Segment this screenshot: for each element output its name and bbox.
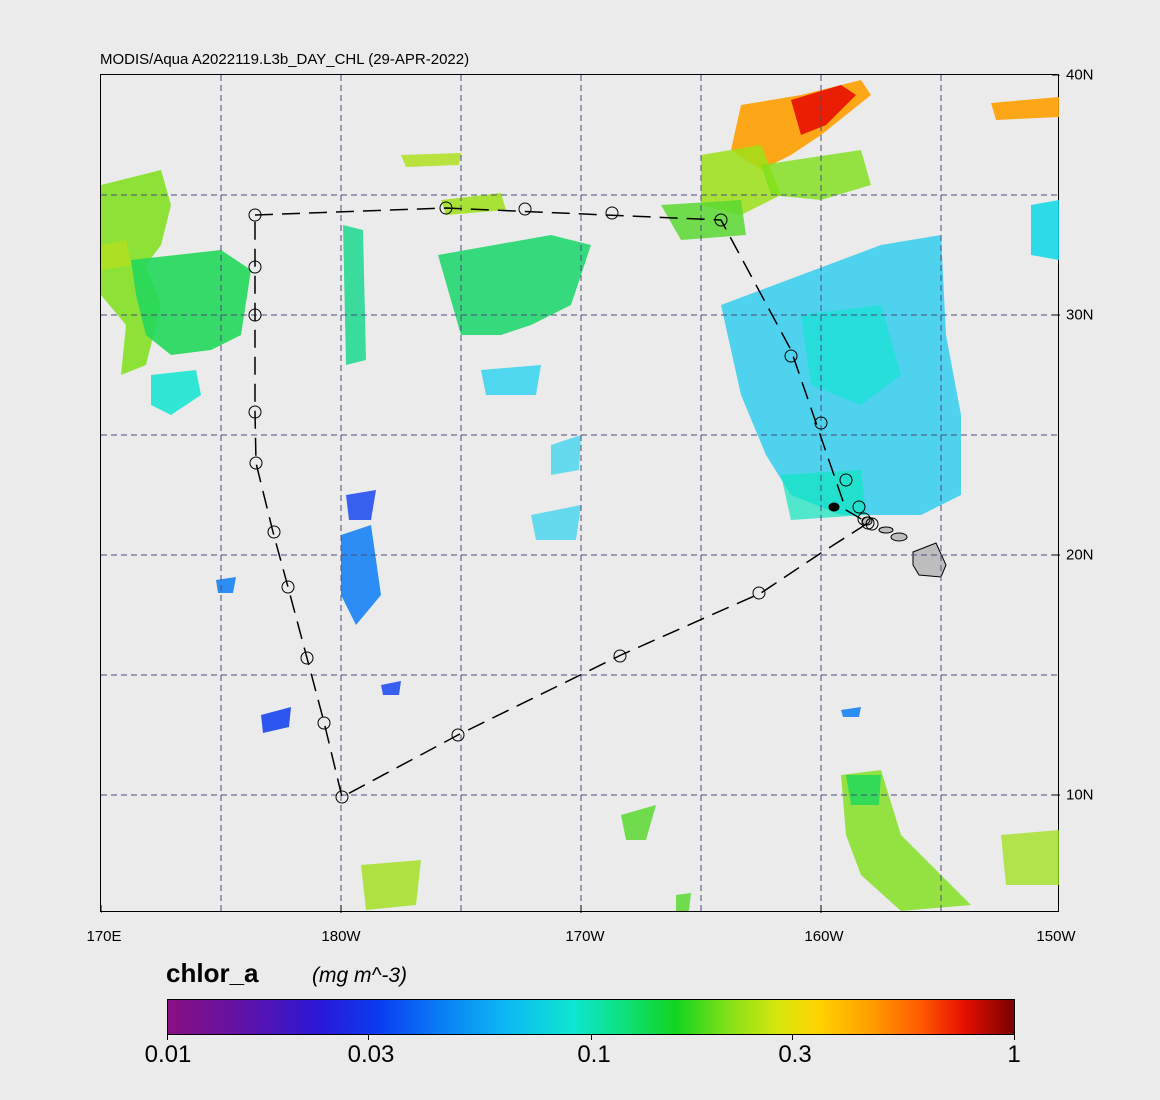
station-marker (752, 586, 766, 600)
data-patch (1031, 200, 1059, 260)
data-patch (1001, 830, 1059, 885)
station-marker (814, 416, 828, 430)
station-marker (300, 651, 314, 665)
station-marker (613, 649, 627, 663)
data-patch (438, 235, 591, 335)
colorbar-tick (591, 1034, 592, 1040)
data-patch (441, 193, 506, 215)
station-marker (281, 580, 295, 594)
map-frame (100, 74, 1060, 913)
map-title: MODIS/Aqua A2022119.L3b_DAY_CHL (29-APR-… (100, 51, 470, 68)
data-patch (551, 435, 581, 475)
colorbar (167, 999, 1015, 1035)
station-marker (857, 512, 871, 526)
chlorophyll-data (101, 80, 1059, 911)
station-marker (248, 208, 262, 222)
lat-label-10n: 10N (1066, 786, 1094, 804)
data-patch (621, 805, 656, 840)
lat-label-30n: 30N (1066, 306, 1094, 324)
colorbar-tick (368, 1034, 369, 1040)
data-patch (101, 240, 131, 270)
lat-label-20n: 20N (1066, 546, 1094, 564)
colorbar-label-0.01: 0.01 (144, 1041, 192, 1068)
station-marker (335, 790, 349, 804)
station-marker (784, 349, 798, 363)
colorbar-tick (1014, 1034, 1015, 1040)
data-patch (801, 305, 901, 405)
data-patch (216, 577, 236, 593)
colorbar-label-1: 1 (1007, 1041, 1021, 1068)
lon-label-150w: 150W (1036, 928, 1076, 945)
colorbar-variable: chlor_a (166, 958, 259, 988)
station-marker (839, 473, 853, 487)
data-patch (761, 150, 871, 200)
colorbar-label-0.1: 0.1 (577, 1041, 611, 1068)
maui (890, 532, 908, 542)
data-patch (841, 770, 971, 911)
data-patch (531, 505, 581, 540)
data-patch (846, 775, 881, 805)
station-marker (249, 456, 263, 470)
data-patch (661, 200, 746, 240)
data-patch (701, 145, 781, 215)
station-marker (518, 202, 532, 216)
station-marker (605, 206, 619, 220)
data-patch (791, 85, 856, 135)
colorbar-tick (792, 1034, 793, 1040)
data-patch (343, 225, 366, 365)
data-patch (346, 490, 376, 520)
data-patch (261, 707, 291, 733)
data-patch (401, 153, 461, 167)
station-marker (248, 308, 262, 322)
data-patch (341, 525, 381, 625)
station-marker (248, 260, 262, 274)
lon-label-160w: 160W (804, 928, 844, 945)
station-marker (439, 201, 453, 215)
station-marker (865, 517, 879, 531)
station-marker (451, 728, 465, 742)
colorbar-units: (mg m^-3) (312, 964, 408, 987)
lon-label-170e: 170E (86, 928, 122, 945)
data-patch (991, 97, 1059, 120)
molokai (878, 526, 894, 534)
data-patch (676, 893, 691, 911)
station-marker (317, 716, 331, 730)
colorbar-label-0.3: 0.3 (778, 1041, 812, 1068)
colorbar-tick (167, 1034, 168, 1040)
lat-label-40n: 40N (1066, 66, 1094, 84)
kauai (828, 502, 840, 512)
data-patch (151, 370, 201, 415)
data-patch (381, 681, 401, 695)
cruise-track (248, 201, 879, 804)
station-marker (714, 213, 728, 227)
station-markers (248, 201, 879, 804)
data-patch (361, 860, 421, 910)
cruise-track-line (254, 207, 870, 799)
station-marker (267, 525, 281, 539)
lon-label-170w: 170W (565, 928, 605, 945)
map-canvas (101, 75, 1060, 913)
lon-label-180w: 180W (321, 928, 361, 945)
axis-ticks (101, 75, 1060, 913)
data-patch (841, 707, 861, 717)
station-marker (248, 405, 262, 419)
colorbar-label-0.03: 0.03 (347, 1041, 395, 1068)
hawaii-islands (828, 502, 947, 578)
station-marker (852, 500, 866, 514)
data-patch (481, 365, 541, 395)
data-patch (781, 470, 866, 520)
